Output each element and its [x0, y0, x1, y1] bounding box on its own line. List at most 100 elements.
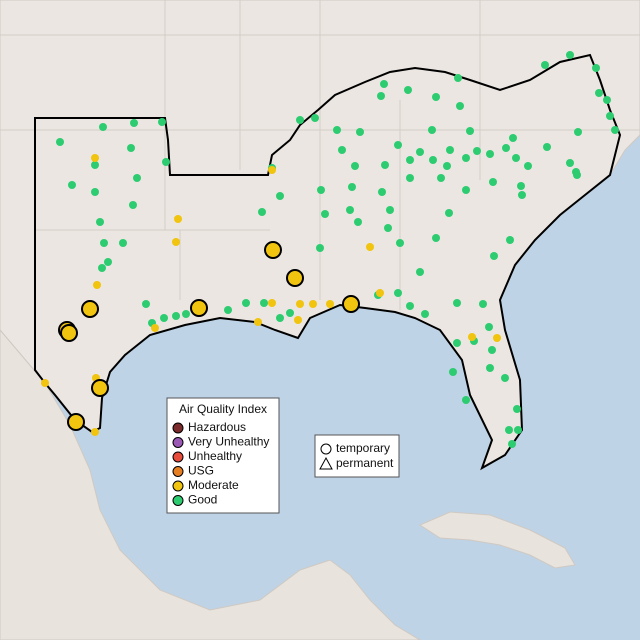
site-moderate [41, 379, 49, 387]
site-good [421, 310, 429, 318]
legend-label: Moderate [188, 478, 239, 492]
site-good [258, 208, 266, 216]
site-good [130, 119, 138, 127]
legend-swatch [172, 437, 184, 448]
site-good [224, 306, 232, 314]
site-good [506, 236, 514, 244]
site-moderate-temporary [81, 300, 99, 318]
site-good [377, 92, 385, 100]
site-good [119, 239, 127, 247]
site-good [462, 186, 470, 194]
site-good [595, 89, 603, 97]
legend-box [314, 434, 400, 478]
site-moderate-temporary [190, 299, 208, 317]
site-good [574, 128, 582, 136]
site-good [432, 93, 440, 101]
site-moderate [366, 243, 374, 251]
site-moderate [326, 300, 334, 308]
site-good [453, 339, 461, 347]
land-cuba [418, 511, 576, 569]
site-good [466, 127, 474, 135]
site-good [276, 192, 284, 200]
region-boundary [34, 53, 622, 471]
site-good [501, 374, 509, 382]
site-good [428, 126, 436, 134]
state-borders [0, 0, 640, 310]
site-moderate [93, 281, 101, 289]
site-good [518, 191, 526, 199]
site-good [416, 268, 424, 276]
site-moderate [296, 300, 304, 308]
legend-swatch [172, 422, 184, 434]
site-good [486, 364, 494, 372]
legend-label: Unhealthy [188, 449, 242, 463]
monitor-sites [41, 51, 619, 448]
site-moderate-temporary [91, 379, 109, 397]
legend-label: Hazardous [188, 420, 246, 434]
site-good [543, 143, 551, 151]
site-moderate [468, 333, 476, 341]
legend-swatch [172, 480, 184, 492]
legend-label: permanent [336, 456, 394, 470]
site-good [566, 51, 574, 59]
site-good [489, 178, 497, 186]
site-good [321, 210, 329, 218]
legend-swatch [172, 495, 184, 506]
site-moderate [309, 300, 317, 308]
site-good [100, 239, 108, 247]
site-good [68, 181, 76, 189]
temporary-symbol [320, 443, 332, 455]
site-good [396, 239, 404, 247]
site-moderate [174, 215, 182, 223]
site-good [276, 314, 284, 322]
site-good [91, 188, 99, 196]
legend-swatch [172, 466, 184, 477]
site-good [512, 154, 520, 162]
site-good [406, 174, 414, 182]
site-good [380, 80, 388, 88]
site-good [453, 299, 461, 307]
site-good [443, 162, 451, 170]
site-good [162, 158, 170, 166]
site-good [416, 148, 424, 156]
site-good [524, 162, 532, 170]
site-good [488, 346, 496, 354]
site-good [182, 310, 190, 318]
site-good [356, 128, 364, 136]
site-good [346, 206, 354, 214]
site-moderate [493, 334, 501, 342]
site-moderate-temporary [264, 241, 282, 259]
site-moderate [151, 324, 159, 332]
site-good [404, 86, 412, 94]
legend-label: temporary [336, 441, 390, 455]
site-good [127, 144, 135, 152]
permanent-symbol [319, 456, 333, 470]
site-moderate [172, 238, 180, 246]
site-good [56, 138, 64, 146]
site-moderate [254, 318, 262, 326]
legend-label: Very Unhealthy [188, 435, 269, 449]
site-good [509, 134, 517, 142]
site-good [514, 426, 522, 434]
site-good [406, 302, 414, 310]
site-good [158, 118, 166, 126]
site-good [296, 116, 304, 124]
site-good [603, 96, 611, 104]
site-good [96, 218, 104, 226]
site-good [473, 147, 481, 155]
site-good [348, 183, 356, 191]
site-good [142, 300, 150, 308]
site-moderate [268, 166, 276, 174]
site-good [394, 141, 402, 149]
site-good [462, 154, 470, 162]
site-good [333, 126, 341, 134]
site-moderate [294, 316, 302, 324]
site-moderate [91, 428, 99, 436]
site-good [445, 209, 453, 217]
site-good [338, 146, 346, 154]
site-good [508, 440, 516, 448]
legend-title: Air Quality Index [179, 402, 267, 416]
site-good [378, 188, 386, 196]
site-good [98, 264, 106, 272]
